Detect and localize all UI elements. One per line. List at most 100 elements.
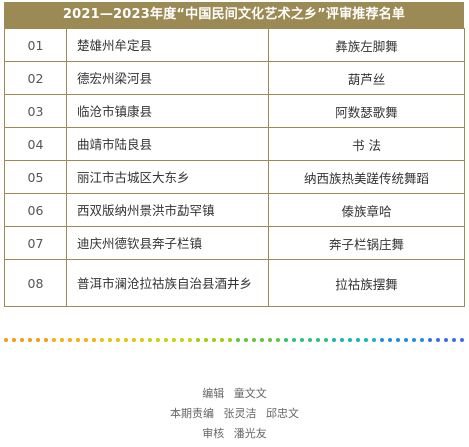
divider-dot — [60, 338, 64, 342]
row-item: 拉祜族摆舞 — [268, 259, 465, 307]
divider-dot — [252, 338, 256, 342]
row-place: 丽江市古城区大东乡 — [66, 160, 269, 194]
divider-dot — [92, 338, 96, 342]
row-number: 06 — [4, 193, 67, 227]
divider-dot — [108, 338, 112, 342]
credits: 编辑 童文文 本期责编 张灵洁 邱忠文 审核 潘光友 — [0, 384, 469, 444]
divider-dot — [84, 338, 88, 342]
row-item: 彝族左脚舞 — [268, 28, 465, 62]
divider-dot — [364, 338, 368, 342]
divider-dot — [20, 338, 24, 342]
divider-dot — [308, 338, 312, 342]
divider-dot — [188, 338, 192, 342]
divider-dot — [132, 338, 136, 342]
editor-label: 编辑 — [202, 387, 225, 400]
duty-editor-name-2: 邱忠文 — [266, 407, 299, 420]
row-number: 03 — [4, 94, 67, 128]
divider-dot — [148, 338, 152, 342]
row-number: 02 — [4, 61, 67, 95]
divider-dot — [180, 338, 184, 342]
divider-dot — [140, 338, 144, 342]
row-item: 奔子栏锅庄舞 — [268, 226, 465, 260]
divider-dot — [4, 338, 8, 342]
duty-editor-label: 本期责编 — [170, 407, 214, 420]
table-title: 2021—2023年度“中国民间文化艺术之乡”评审推荐名单 — [4, 2, 464, 28]
row-number: 05 — [4, 160, 67, 194]
table-row: 04 曲靖市陆良县书 法 — [4, 127, 465, 161]
divider-dot — [324, 338, 328, 342]
editor-line: 编辑 童文文 — [0, 384, 469, 404]
duty-editor-name-1: 张灵洁 — [223, 407, 257, 420]
divider-dot — [68, 338, 72, 342]
divider-dot — [340, 338, 344, 342]
row-number: 04 — [4, 127, 67, 161]
divider-dot — [164, 338, 168, 342]
table-row: 03 临沧市镇康县 阿数瑟歌舞 — [4, 94, 465, 128]
row-place: 曲靖市陆良县 — [66, 127, 269, 161]
divider-dot — [332, 338, 336, 342]
reviewer-label: 审核 — [202, 427, 225, 440]
divider-dot — [76, 338, 80, 342]
divider-dot — [212, 338, 216, 342]
divider-dot — [396, 338, 400, 342]
row-place: 德宏州梁河县 — [66, 61, 269, 95]
row-place: 临沧市镇康县 — [66, 94, 269, 128]
divider-dot — [444, 338, 448, 342]
divider-dot — [276, 338, 280, 342]
divider-dot — [300, 338, 304, 342]
divider-dot — [220, 338, 224, 342]
table-row: 02 德宏州梁河县 葫芦丝 — [4, 61, 465, 95]
divider-dot — [404, 338, 408, 342]
row-item: 傣族章哈 — [268, 193, 465, 227]
divider-dot — [28, 338, 32, 342]
divider-dot — [380, 338, 384, 342]
divider-dot — [316, 338, 320, 342]
row-place: 普洱市澜沧拉祜族自治县酒井乡 — [66, 259, 269, 307]
editor-name: 童文文 — [233, 387, 267, 400]
divider-dot — [124, 338, 128, 342]
row-item: 纳西族热美蹉传统舞蹈 — [268, 160, 465, 194]
row-place: 迪庆州德钦县奔子栏镇 — [66, 226, 269, 260]
divider-dot — [260, 338, 264, 342]
divider-dot — [12, 338, 16, 342]
dotted-divider — [4, 337, 464, 343]
divider-dot — [292, 338, 296, 342]
divider-dot — [452, 338, 456, 342]
table-row: 06 西双版纳州景洪市勐罕镇 傣族章哈 — [4, 193, 465, 227]
divider-dot — [244, 338, 248, 342]
divider-dot — [116, 338, 120, 342]
row-place: 楚雄州牟定县 — [66, 28, 269, 62]
divider-dot — [44, 338, 48, 342]
table-row: 08 普洱市澜沧拉祜族自治县酒井乡 拉祜族摆舞 — [4, 259, 465, 307]
divider-dot — [204, 338, 208, 342]
row-item: 书 法 — [268, 127, 465, 161]
divider-dot — [52, 338, 56, 342]
table-row: 01 楚雄州牟定县 彝族左脚舞 — [4, 28, 465, 62]
divider-dot — [372, 338, 376, 342]
divider-dot — [100, 338, 104, 342]
recommendation-list: 2021—2023年度“中国民间文化艺术之乡”评审推荐名单 01 楚雄州牟定县 彝族… — [4, 2, 465, 307]
divider-dot — [236, 338, 240, 342]
row-number: 01 — [4, 28, 67, 62]
row-item: 葫芦丝 — [268, 61, 465, 95]
row-number: 08 — [4, 259, 67, 307]
duty-editor-line: 本期责编 张灵洁 邱忠文 — [0, 404, 469, 424]
divider-dot — [412, 338, 416, 342]
divider-dot — [268, 338, 272, 342]
divider-dot — [460, 338, 464, 342]
divider-dot — [436, 338, 440, 342]
divider-dot — [196, 338, 200, 342]
divider-dot — [356, 338, 360, 342]
row-item: 阿数瑟歌舞 — [268, 94, 465, 128]
divider-dot — [228, 338, 232, 342]
divider-dot — [284, 338, 288, 342]
divider-dot — [36, 338, 40, 342]
row-place: 西双版纳州景洪市勐罕镇 — [66, 193, 269, 227]
reviewer-name: 潘光友 — [233, 427, 267, 440]
table-row: 05 丽江市古城区大东乡 纳西族热美蹉传统舞蹈 — [4, 160, 465, 194]
row-number: 07 — [4, 226, 67, 260]
divider-dot — [156, 338, 160, 342]
divider-dot — [428, 338, 432, 342]
divider-dot — [348, 338, 352, 342]
divider-dot — [420, 338, 424, 342]
